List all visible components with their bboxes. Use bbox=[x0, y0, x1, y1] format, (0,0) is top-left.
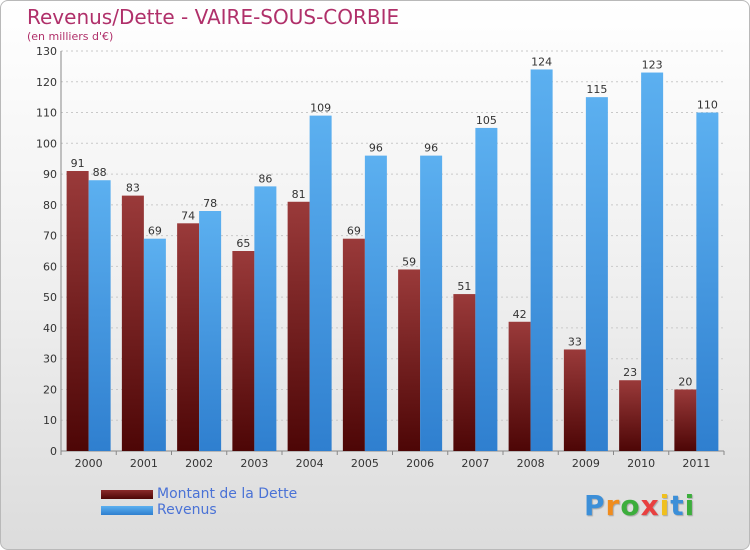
bar-dette bbox=[453, 294, 476, 451]
bar-dette bbox=[508, 321, 531, 451]
legend-label-dette: Montant de la Dette bbox=[157, 486, 298, 502]
data-label: 123 bbox=[642, 59, 663, 72]
logo-letter: r bbox=[605, 489, 621, 522]
proxiti-logo: Proxiti bbox=[584, 486, 695, 526]
data-label: 51 bbox=[457, 280, 471, 293]
y-tick-label: 110 bbox=[36, 107, 57, 120]
y-tick-label: 120 bbox=[36, 76, 57, 89]
bar-revenus bbox=[585, 97, 608, 452]
x-tick-label: 2004 bbox=[296, 457, 324, 470]
bar-revenus bbox=[309, 115, 332, 451]
bar-dette bbox=[563, 349, 586, 451]
bar-revenus bbox=[530, 69, 553, 451]
x-tick-label: 2007 bbox=[461, 457, 489, 470]
bar-dette bbox=[121, 195, 144, 451]
data-label: 69 bbox=[347, 225, 361, 238]
data-label: 78 bbox=[203, 197, 217, 210]
data-label: 59 bbox=[402, 255, 416, 268]
y-tick-label: 70 bbox=[43, 230, 57, 243]
x-tick-label: 2005 bbox=[351, 457, 379, 470]
data-label: 110 bbox=[697, 99, 718, 112]
data-label: 88 bbox=[93, 166, 107, 179]
data-label: 109 bbox=[310, 102, 331, 115]
bar-dette bbox=[342, 238, 365, 451]
bar-revenus bbox=[696, 112, 719, 452]
data-label: 20 bbox=[678, 375, 692, 388]
x-tick-label: 2011 bbox=[682, 457, 710, 470]
x-tick-label: 2008 bbox=[517, 457, 545, 470]
data-label: 86 bbox=[258, 172, 272, 185]
logo-letter: i bbox=[659, 489, 671, 522]
data-label: 115 bbox=[586, 83, 607, 96]
data-label: 83 bbox=[126, 182, 140, 195]
logo-letter: P bbox=[584, 489, 606, 522]
bar-revenus bbox=[641, 72, 664, 452]
chart-title: Revenus/Dette - VAIRE-SOUS-CORBIE bbox=[27, 5, 400, 29]
bar-revenus bbox=[143, 238, 166, 451]
y-tick-label: 40 bbox=[43, 322, 57, 335]
bar-dette bbox=[674, 389, 697, 451]
y-tick-label: 10 bbox=[43, 414, 57, 427]
bar-revenus bbox=[88, 180, 111, 451]
bar-revenus bbox=[475, 127, 498, 451]
x-tick-label: 2006 bbox=[406, 457, 434, 470]
bar-dette bbox=[287, 201, 310, 451]
data-label: 91 bbox=[71, 157, 85, 170]
x-tick-label: 2003 bbox=[240, 457, 268, 470]
bar-dette bbox=[398, 269, 421, 451]
data-label: 96 bbox=[424, 142, 438, 155]
x-tick-label: 2001 bbox=[130, 457, 158, 470]
data-label: 69 bbox=[148, 225, 162, 238]
bar-dette bbox=[66, 171, 89, 451]
data-label: 96 bbox=[369, 142, 383, 155]
y-tick-label: 60 bbox=[43, 260, 57, 273]
y-tick-label: 0 bbox=[50, 445, 57, 458]
x-tick-label: 2010 bbox=[627, 457, 655, 470]
chart-subtitle: (en milliers d'€) bbox=[27, 30, 114, 43]
logo-letter: o bbox=[620, 489, 641, 522]
data-label: 65 bbox=[236, 237, 250, 250]
bar-revenus bbox=[199, 211, 222, 451]
logo-letter: i bbox=[684, 489, 696, 522]
y-tick-label: 100 bbox=[36, 137, 57, 150]
legend-swatch-revenus bbox=[101, 506, 153, 515]
y-tick-label: 90 bbox=[43, 168, 57, 181]
bar-revenus bbox=[420, 155, 443, 451]
x-tick-label: 2000 bbox=[75, 457, 103, 470]
y-tick-label: 50 bbox=[43, 291, 57, 304]
bar-dette bbox=[177, 223, 200, 451]
x-tick-label: 2002 bbox=[185, 457, 213, 470]
logo-letter: x bbox=[640, 489, 660, 522]
data-label: 42 bbox=[513, 308, 527, 321]
data-label: 23 bbox=[623, 366, 637, 379]
data-label: 33 bbox=[568, 335, 582, 348]
legend-label-revenus: Revenus bbox=[157, 502, 217, 518]
data-label: 81 bbox=[292, 188, 306, 201]
data-label: 74 bbox=[181, 209, 195, 222]
legend-swatch-dette bbox=[101, 490, 153, 499]
bar-dette bbox=[619, 380, 642, 451]
y-tick-label: 30 bbox=[43, 353, 57, 366]
bar-revenus bbox=[364, 155, 387, 451]
data-label: 105 bbox=[476, 114, 497, 127]
logo-letter: t bbox=[670, 489, 685, 522]
bar-revenus bbox=[254, 186, 277, 451]
bar-dette bbox=[232, 251, 255, 451]
y-tick-label: 130 bbox=[36, 45, 57, 58]
y-tick-label: 80 bbox=[43, 199, 57, 212]
y-tick-label: 20 bbox=[43, 383, 57, 396]
x-tick-label: 2009 bbox=[572, 457, 600, 470]
data-label: 124 bbox=[531, 55, 552, 68]
